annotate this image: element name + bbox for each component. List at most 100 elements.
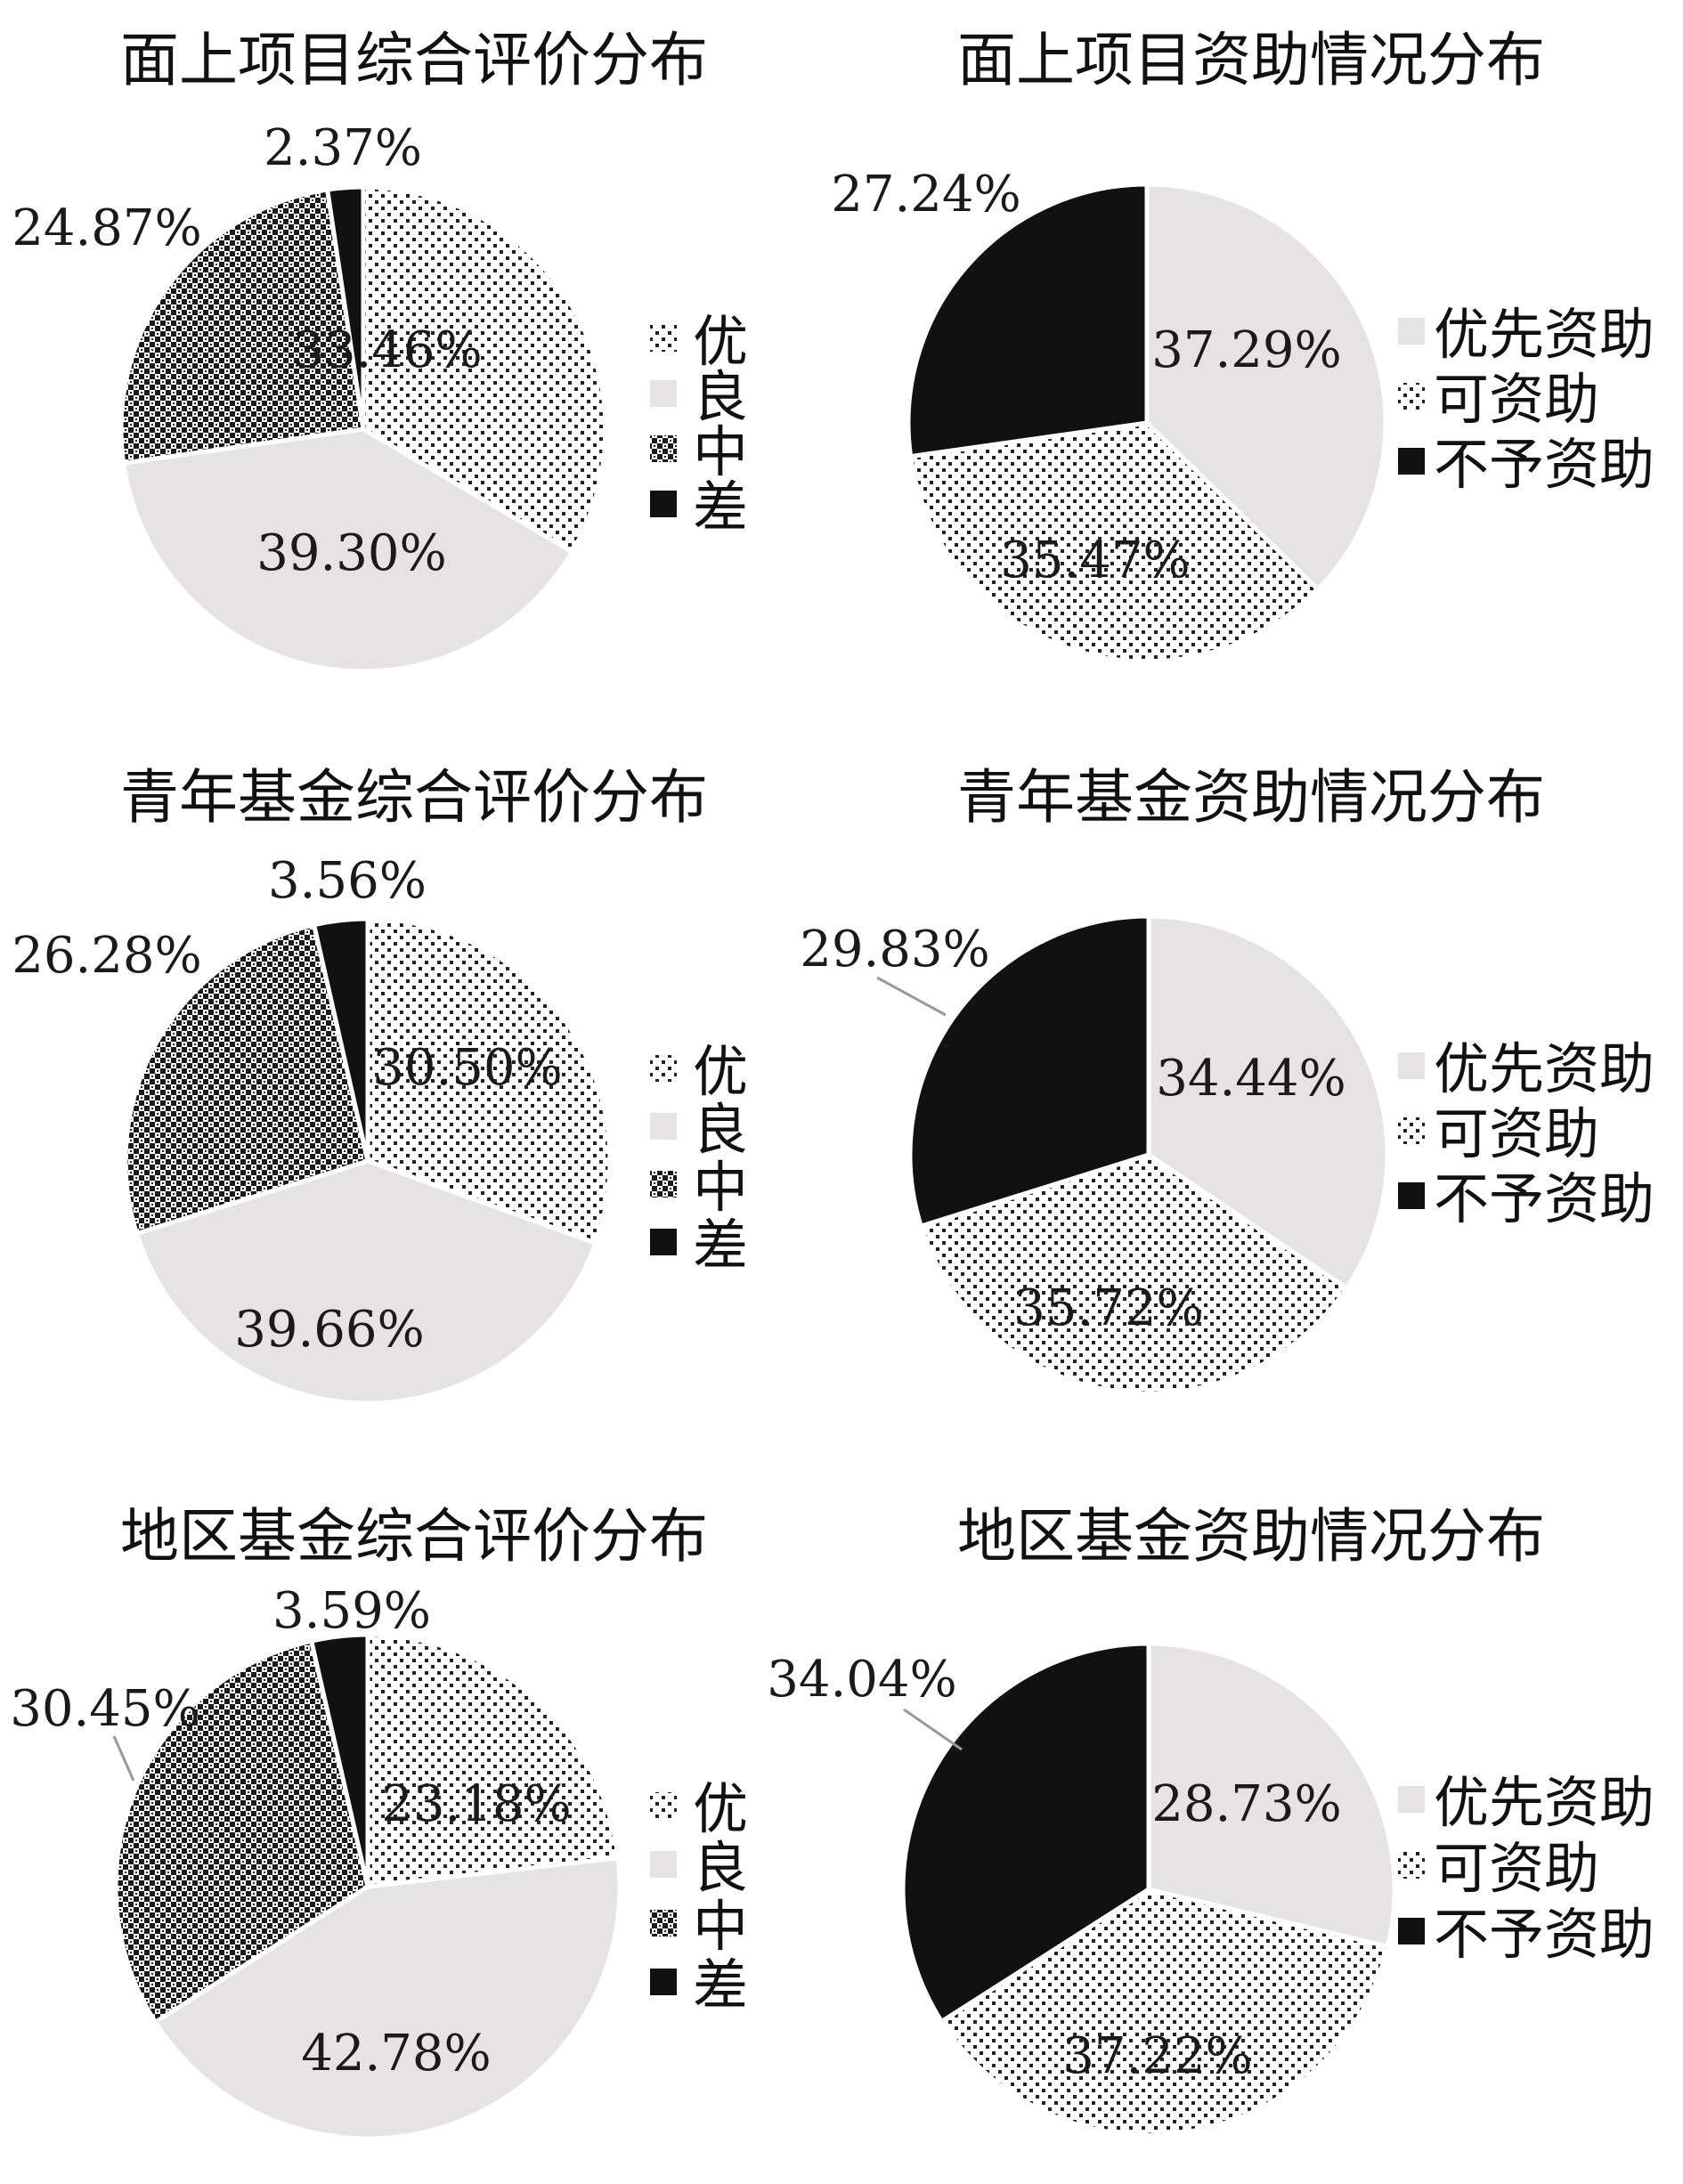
legend-swatch [650,325,677,352]
slice-liang [152,1855,622,2141]
chart-3-title: 青年基金综合评价分布 [120,763,708,832]
legend-swatch [1398,1786,1425,1813]
legend-swatch [1398,1918,1425,1944]
slice-fundable [918,1152,1349,1396]
chart-4-label-rejected: 29.83% [800,921,990,978]
slice-you [365,1632,621,1889]
legend-label: 中 [693,1155,748,1220]
chart-3-slices [123,916,613,1406]
legend-label: 中 [693,419,748,484]
legend-swatch [650,1229,677,1255]
legend-label: 良 [693,1835,748,1900]
legend-label: 优先资助 [1434,1770,1655,1835]
slice-no-fund [900,1641,1151,2025]
legend-swatch [650,1113,677,1140]
slice-cha [309,1632,370,1889]
chart-2-label-fundable: 35.47% [1000,532,1191,589]
legend-label: 差 [693,475,748,540]
legend-label: 差 [693,1213,748,1278]
slice-cha [312,916,370,1164]
chart-5-label-zhong: 30.45% [10,1680,200,1738]
chart-5-title: 地区基金综合评价分布 [120,1502,708,1571]
legend-swatch [1398,1117,1425,1144]
chart-4-label-priority: 34.44% [1156,1050,1346,1108]
chart-5: 地区基金综合评价分布 23.18% 42.78% 30.45% 3.59% 优 … [10,1502,748,2141]
chart-4-slices [907,913,1390,1396]
legend-label: 优 [693,1776,748,1841]
legend-label: 不予资助 [1434,432,1655,497]
chart-3: 青年基金综合评价分布 30.50% 39.66% 26.28% 3.56% 优 … [12,763,748,1406]
legend-label: 良 [693,364,748,429]
legend-swatch [1398,1052,1425,1079]
chart-2-label-rejected: 27.24% [831,166,1021,223]
chart-3-label-liang: 39.66% [234,1301,425,1359]
chart-5-legend: 优 良 中 差 [650,1776,748,2018]
slice-zhong [113,1638,370,2025]
chart-2-label-priority: 37.29% [1151,321,1342,379]
legend-label: 良 [693,1097,748,1162]
chart-3-label-you: 30.50% [372,1039,563,1097]
legend-swatch [1398,383,1425,410]
legend-swatch [1398,448,1425,475]
legend-swatch [650,1910,677,1936]
chart-1-legend: 优 良 中 差 [650,309,748,540]
chart-4-title: 青年基金资助情况分布 [957,763,1545,832]
slice-no-fund [906,182,1150,459]
chart-6-label-fundable: 37.22% [1062,2027,1253,2085]
chart-5-label-liang: 42.78% [301,2025,492,2083]
chart-1-label-zhong: 24.87% [12,199,202,257]
slice-you [361,184,608,555]
chart-3-legend: 优 良 中 差 [650,1039,748,1278]
chart-1: 面上项目综合评价分布 33.46% 39.30% 24.87% 2.37% 优 … [12,26,748,674]
legend-swatch [1398,318,1425,345]
chart-6: 地区基金资助情况分布 28.73% 37.22% 34.04% 优先资助 可资助… [767,1502,1655,2138]
legend-swatch [650,380,677,407]
chart-4-legend: 优先资助 可资助 不予资助 [1398,1036,1655,1231]
legend-label: 优先资助 [1434,1036,1655,1101]
legend-swatch [650,435,677,462]
legend-swatch [650,1171,677,1198]
legend-label: 不予资助 [1434,1902,1655,1967]
legend-swatch [650,1055,677,1082]
legend-label: 中 [693,1894,748,1959]
legend-swatch [650,1969,677,1995]
chart-4-leader-line [876,976,947,1017]
chart-6-title: 地区基金资助情况分布 [957,1502,1545,1571]
slice-priority-fund [1146,1641,1397,1949]
chart-3-label-zhong: 26.28% [12,927,202,985]
slice-priority-fund [1144,182,1388,592]
slice-you [365,916,613,1246]
chart-1-label-you: 33.46% [292,321,483,379]
slice-liang [121,426,574,674]
chart-5-leader-line [112,1735,135,1782]
chart-1-title: 面上项目综合评价分布 [120,26,708,94]
slice-zhong [123,922,370,1236]
legend-label: 优先资助 [1434,302,1655,367]
slice-priority-fund [1146,913,1390,1291]
chart-5-label-you: 23.18% [381,1775,572,1833]
chart-2-title: 面上项目资助情况分布 [957,26,1545,94]
chart-2: 面上项目资助情况分布 37.29% 35.47% 27.24% 优先资助 可资助… [831,26,1655,664]
legend-swatch [1398,1852,1425,1879]
slice-liang [134,1158,598,1406]
legend-swatch [1398,1182,1425,1209]
legend-label: 优 [693,309,748,374]
legend-swatch [650,1792,677,1819]
chart-6-label-priority: 28.73% [1151,1775,1342,1833]
chart-1-slices [118,184,608,674]
legend-label: 可资助 [1434,1836,1599,1901]
chart-1-label-liang: 39.30% [256,524,447,582]
chart-4: 青年基金资助情况分布 34.44% 35.72% 29.83% 优先资助 可资助… [800,763,1655,1396]
chart-3-label-cha: 3.56% [268,852,427,910]
chart-6-slices [900,1641,1397,2138]
slice-fundable [908,420,1321,664]
slice-no-fund [907,913,1151,1229]
chart-6-leader-line [903,1708,963,1751]
legend-label: 不予资助 [1434,1166,1655,1231]
chart-2-slices [906,182,1388,664]
legend-label: 可资助 [1434,367,1599,432]
slice-zhong [118,187,366,466]
chart-5-label-cha: 3.59% [272,1582,431,1640]
